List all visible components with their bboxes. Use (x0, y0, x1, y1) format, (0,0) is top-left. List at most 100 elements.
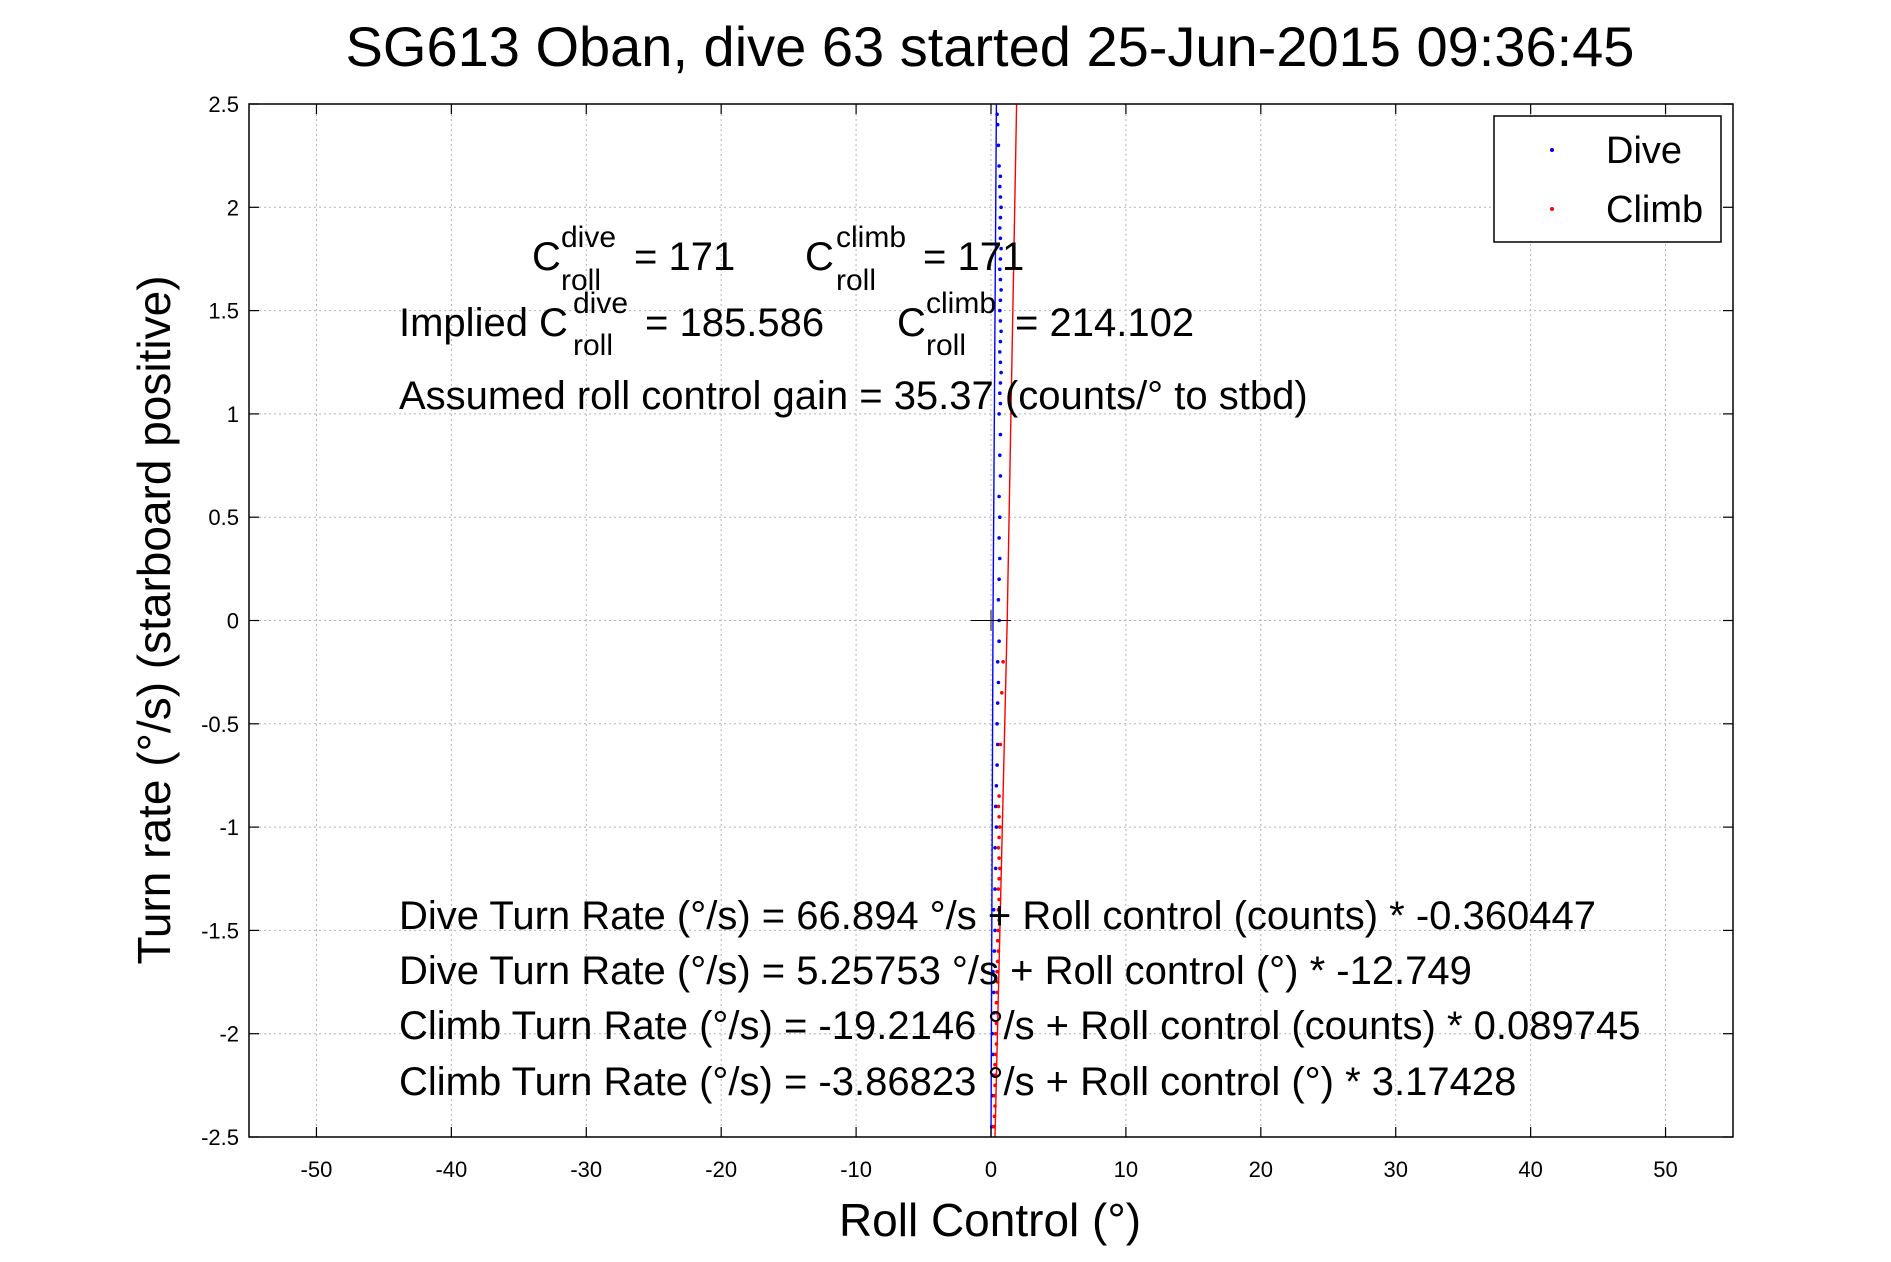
annotation-eq-climb-degrees: Climb Turn Rate (°/s) = -3.86823 °/s + R… (399, 1060, 1516, 1104)
data-point-climb (997, 877, 1001, 881)
data-point-climb (995, 959, 1000, 964)
data-point-dive (998, 556, 1002, 561)
data-point-dive (997, 412, 1001, 416)
data-point-dive (991, 1011, 996, 1015)
c-roll-dive-sup: dive (561, 221, 616, 254)
y-tick-label: 0.5 (208, 505, 239, 530)
annotation-gain: Assumed roll control gain = 35.37 (count… (399, 374, 1308, 418)
c-roll-dive-value: = 171 (634, 235, 735, 279)
annotation-eq-dive-counts: Dive Turn Rate (°/s) = 66.894 °/s + Roll… (399, 894, 1596, 938)
data-point-dive (993, 887, 997, 891)
data-point-dive (998, 195, 1003, 199)
legend-label-dive: Dive (1606, 130, 1682, 172)
data-point-dive (998, 236, 1003, 241)
data-point-climb (998, 866, 1002, 871)
data-point-climb (1001, 660, 1005, 664)
data-point-dive (993, 866, 998, 871)
data-point-dive (998, 474, 1003, 478)
data-point-dive (994, 825, 999, 829)
x-tick-labels: -50 -40 -30 -20 -10 0 10 20 30 40 50 (301, 1157, 1678, 1182)
data-point-climb (997, 856, 1001, 860)
data-point-climb (994, 1000, 999, 1005)
data-point-dive (993, 928, 997, 933)
y-tick-label: -0.5 (201, 712, 239, 737)
data-point-climb (992, 1093, 997, 1098)
data-point-climb (993, 1104, 997, 1108)
data-point-dive (997, 536, 1001, 540)
x-tick-label: -10 (840, 1157, 872, 1182)
data-point-climb (996, 907, 1001, 912)
y-tick-label: -1.5 (201, 918, 239, 943)
x-tick-label: -50 (301, 1157, 333, 1182)
x-tick-label: 0 (985, 1157, 997, 1182)
data-point-dive (992, 949, 997, 953)
data-point-climb (995, 938, 1000, 943)
data-point-dive (998, 381, 1003, 385)
x-tick-label: 20 (1249, 1157, 1273, 1182)
data-point-dive (998, 298, 1003, 303)
data-point-climb (997, 918, 1001, 922)
data-point-dive (998, 257, 1003, 261)
data-point-dive (996, 143, 1001, 148)
data-point-climb (996, 846, 1001, 850)
data-point-dive (995, 742, 1000, 747)
data-point-dive (998, 360, 1003, 365)
data-point-dive (996, 598, 1001, 602)
y-tick-label: 1.5 (208, 299, 239, 324)
y-tick-label: -1 (219, 815, 239, 840)
data-point-dive (997, 164, 1001, 168)
data-point-climb (995, 1011, 999, 1015)
implied-dive-sub: roll (573, 329, 613, 362)
data-point-climb (996, 804, 1001, 809)
x-axis-label: Roll Control (°) (839, 1194, 1141, 1246)
data-point-climb (997, 835, 1001, 840)
data-point-dive (994, 784, 999, 788)
chart-title: SG613 Oban, dive 63 started 25-Jun-2015 … (346, 15, 1635, 78)
data-point-dive (998, 401, 1003, 406)
y-tick-label: 1 (227, 402, 239, 427)
y-tick-label: 2 (227, 195, 239, 220)
data-point-dive (998, 319, 1003, 323)
y-tick-label: 2.5 (208, 92, 239, 117)
annotation-c-roll-dive: C dive roll = 171 (532, 221, 735, 297)
data-point-dive (999, 370, 1003, 375)
implied-climb-base: C (897, 301, 926, 345)
data-point-dive (995, 660, 1000, 664)
data-point-climb (997, 794, 1001, 798)
c-roll-dive-base: C (532, 235, 561, 279)
data-point-dive (998, 226, 1002, 230)
x-tick-label: -20 (705, 1157, 737, 1182)
x-tick-label: -30 (570, 1157, 602, 1182)
x-tick-label: -40 (435, 1157, 467, 1182)
implied-dive-sup: dive (573, 287, 628, 320)
data-point-dive (998, 267, 1002, 272)
legend-box (1493, 115, 1722, 243)
data-point-climb (993, 1073, 998, 1077)
data-point-dive (998, 215, 1003, 220)
data-point-dive (995, 701, 1000, 705)
data-point-climb (995, 969, 999, 974)
data-point-climb (992, 1114, 997, 1119)
data-point-climb (994, 1042, 999, 1046)
data-point-dive (993, 846, 997, 850)
data-point-dive (999, 288, 1003, 292)
data-point-dive (999, 329, 1003, 334)
data-point-climb (996, 887, 1001, 891)
data-point-climb (995, 990, 999, 995)
data-point-dive (990, 1073, 995, 1077)
legend: Dive Climb (1493, 115, 1722, 243)
data-point-climb (1000, 691, 1004, 695)
data-point-dive (998, 432, 1003, 437)
annotation-eq-climb-counts: Climb Turn Rate (°/s) = -19.2146 °/s + R… (399, 1004, 1640, 1048)
y-tick-labels: -2.5 -2 -1.5 -1 -0.5 0 0.5 1 1.5 2 2.5 (201, 92, 239, 1150)
data-point-dive (997, 639, 1001, 643)
data-point-dive (998, 515, 1002, 519)
legend-marker-climb (1550, 207, 1554, 211)
c-roll-climb-value: = 171 (923, 235, 1024, 279)
annotation-eq-dive-degrees: Dive Turn Rate (°/s) = 5.25753 °/s + Rol… (399, 949, 1472, 993)
data-point-climb (997, 815, 1001, 819)
c-roll-dive-sub: roll (561, 264, 601, 297)
annotation-c-roll-climb: C climb roll = 171 (805, 221, 1024, 297)
data-point-dive (999, 246, 1003, 251)
